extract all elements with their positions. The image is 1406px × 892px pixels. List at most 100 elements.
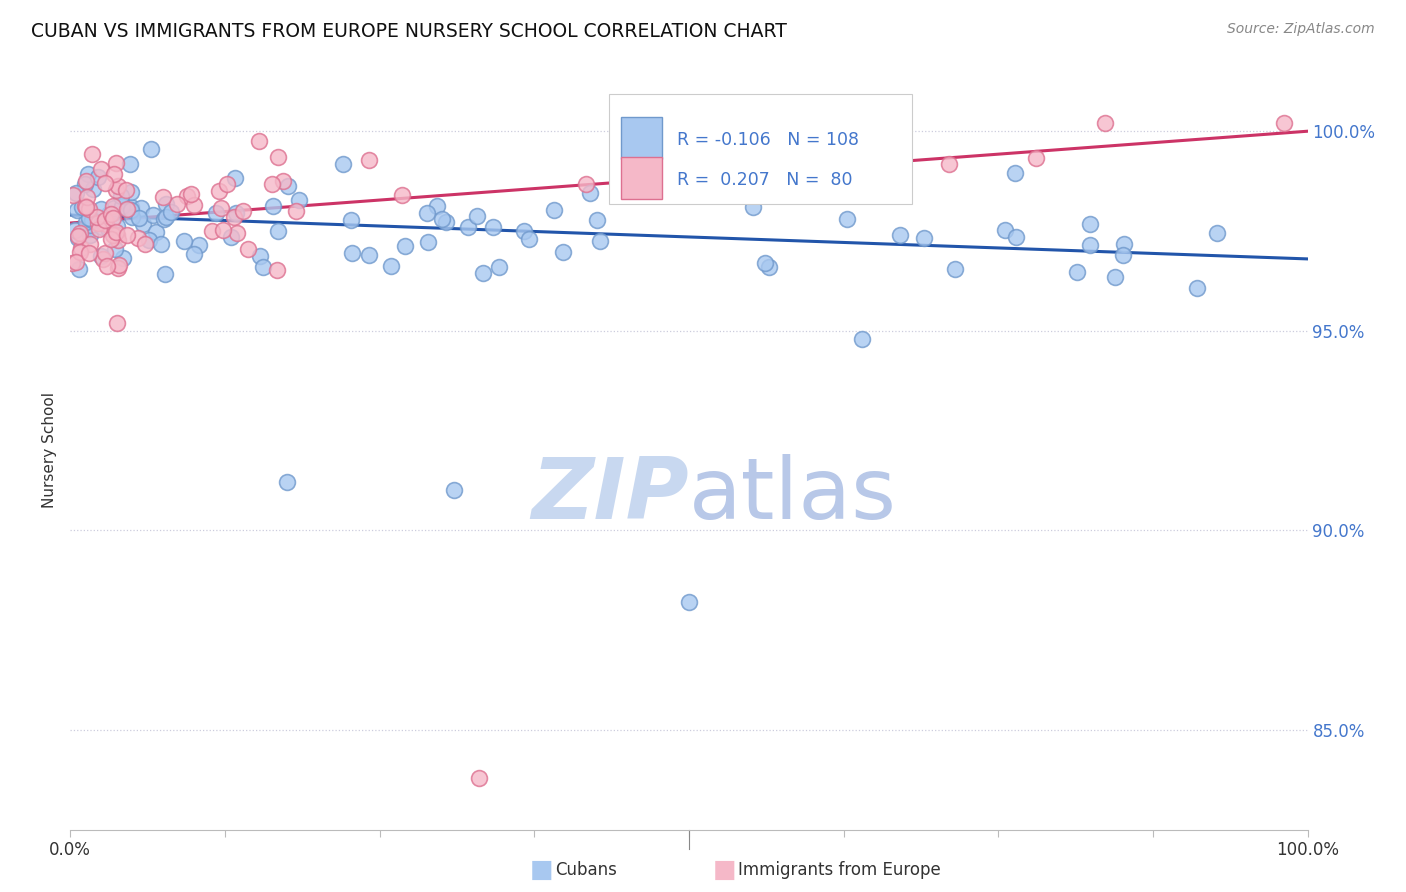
- Point: [97, 207, 120, 221]
- Point: [75, 200, 97, 214]
- Text: Immigrants from Europe: Immigrants from Europe: [738, 861, 941, 879]
- Point: [1094, 116, 1116, 130]
- Point: [465, 209, 488, 223]
- Point: [678, 595, 700, 609]
- Point: [87, 216, 110, 230]
- Point: [76, 223, 98, 237]
- Point: [626, 148, 648, 162]
- Point: [90, 249, 112, 263]
- Point: [472, 266, 495, 280]
- Point: [837, 212, 859, 227]
- Point: [112, 251, 135, 265]
- Point: [90, 202, 112, 216]
- Point: [104, 242, 127, 256]
- Point: [938, 157, 960, 171]
- Point: [105, 183, 128, 197]
- Point: [87, 222, 110, 236]
- Point: [817, 133, 839, 147]
- Point: [1205, 226, 1227, 240]
- Point: [138, 233, 160, 247]
- Point: [267, 150, 290, 164]
- Point: [285, 204, 308, 219]
- Point: [551, 245, 574, 260]
- Point: [104, 225, 127, 239]
- Point: [434, 215, 457, 229]
- Text: Source: ZipAtlas.com: Source: ZipAtlas.com: [1227, 22, 1375, 37]
- Point: [513, 224, 536, 238]
- Point: [94, 213, 117, 227]
- Point: [75, 174, 97, 188]
- Point: [758, 260, 780, 274]
- Point: [579, 186, 602, 200]
- Point: [176, 188, 198, 202]
- Point: [153, 267, 176, 281]
- Point: [75, 215, 97, 229]
- Point: [1112, 247, 1135, 261]
- Point: [77, 211, 100, 225]
- Point: [488, 260, 510, 274]
- Point: [132, 217, 155, 231]
- Point: [173, 234, 195, 248]
- Point: [267, 224, 290, 238]
- Point: [62, 188, 84, 202]
- Point: [543, 203, 565, 218]
- Point: [742, 200, 765, 214]
- Point: [394, 239, 416, 253]
- Point: [105, 219, 128, 234]
- Point: [82, 146, 104, 161]
- Point: [139, 142, 162, 156]
- Point: [575, 177, 598, 191]
- Point: [67, 261, 90, 276]
- Point: [114, 183, 136, 197]
- Point: [120, 200, 142, 214]
- Point: [780, 181, 803, 195]
- Point: [166, 196, 188, 211]
- Point: [105, 316, 128, 330]
- Point: [183, 247, 205, 261]
- Point: [120, 202, 142, 217]
- Point: [69, 244, 91, 259]
- Point: [108, 258, 131, 272]
- Point: [94, 176, 117, 190]
- Point: [76, 167, 98, 181]
- Point: [416, 206, 439, 220]
- Point: [443, 483, 465, 498]
- Point: [517, 232, 540, 246]
- Point: [145, 225, 167, 239]
- Point: [1112, 237, 1135, 252]
- Point: [91, 220, 114, 235]
- Point: [872, 184, 894, 198]
- Point: [129, 202, 152, 216]
- Point: [67, 229, 90, 244]
- Point: [103, 202, 125, 216]
- Point: [65, 255, 87, 269]
- Point: [79, 218, 101, 232]
- Point: [391, 187, 413, 202]
- Point: [238, 242, 260, 256]
- Point: [94, 246, 117, 260]
- Point: [467, 771, 489, 785]
- Point: [70, 200, 93, 214]
- Point: [994, 223, 1017, 237]
- Point: [104, 156, 127, 170]
- Point: [224, 211, 246, 225]
- Point: [149, 236, 172, 251]
- Point: [103, 211, 125, 225]
- Point: [160, 204, 183, 219]
- Point: [107, 260, 129, 275]
- Point: [187, 238, 209, 252]
- Point: [60, 256, 83, 270]
- Point: [1004, 165, 1026, 179]
- Point: [79, 237, 101, 252]
- Point: [87, 169, 110, 184]
- Point: [86, 210, 108, 224]
- Point: [418, 235, 440, 249]
- Point: [153, 212, 176, 227]
- Point: [77, 246, 100, 260]
- Point: [1187, 281, 1209, 295]
- Point: [889, 227, 911, 242]
- Point: [80, 213, 103, 227]
- Point: [155, 197, 177, 211]
- Point: [82, 182, 104, 196]
- Point: [943, 262, 966, 277]
